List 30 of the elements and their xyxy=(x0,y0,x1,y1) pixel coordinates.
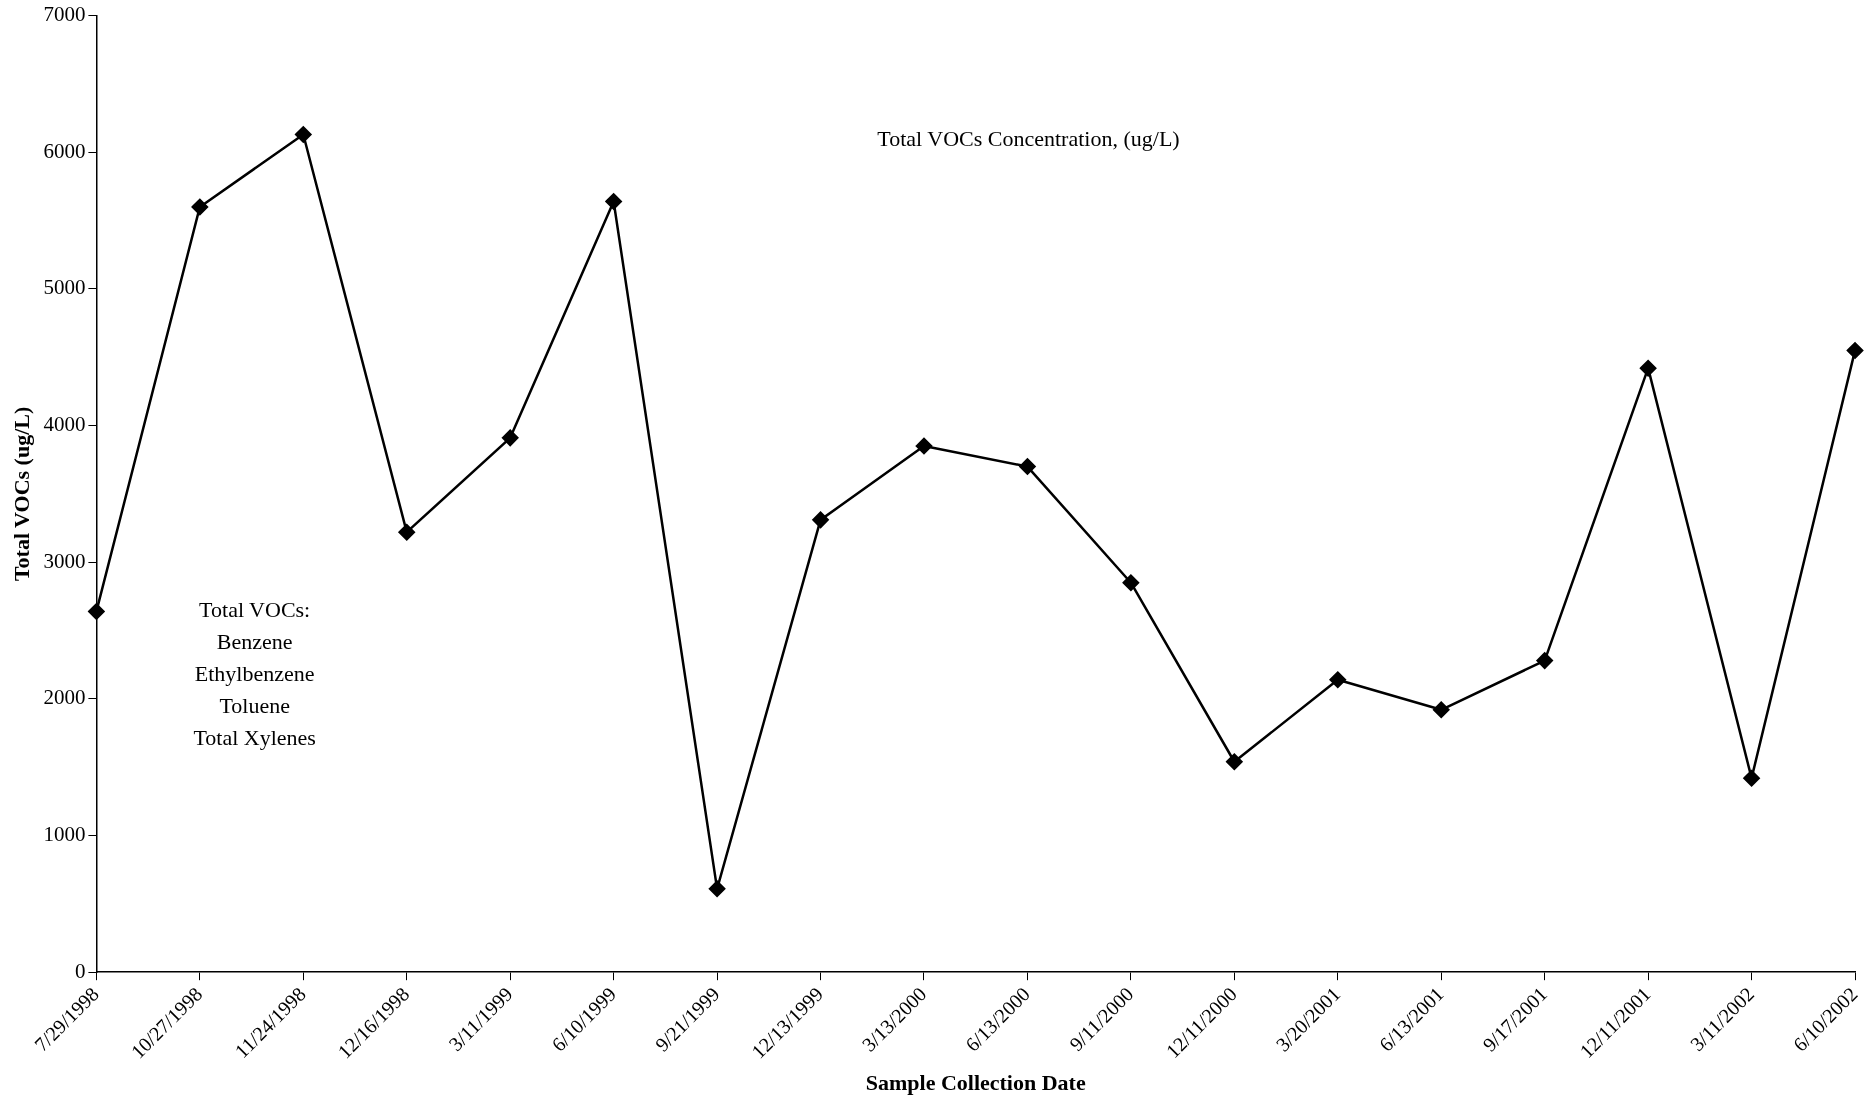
y-tick-label: 1000 xyxy=(43,822,86,847)
point xyxy=(295,126,312,143)
point xyxy=(915,437,933,455)
point xyxy=(1536,652,1553,669)
point xyxy=(1019,458,1036,475)
point xyxy=(812,511,829,529)
y-tick-label: 2000 xyxy=(43,685,86,710)
point xyxy=(398,523,415,541)
point xyxy=(501,429,519,447)
point xyxy=(1329,671,1347,689)
point xyxy=(88,603,105,620)
y-tick-label: 6000 xyxy=(43,138,86,163)
y-tick-label: 4000 xyxy=(43,412,86,437)
annotation: Total VOCs Concentration, (ug/L) xyxy=(877,125,1180,151)
y-tick-label: 5000 xyxy=(43,275,86,300)
point xyxy=(1432,701,1450,719)
point xyxy=(708,880,726,898)
y-axis-title: Total VOCs (ug/L) xyxy=(8,406,34,582)
annotation: Total VOCs: Benzene Ethylbenzene Toluene Total Xylenes xyxy=(193,597,316,751)
y-tick-label: 3000 xyxy=(43,548,86,573)
point xyxy=(191,198,209,216)
point xyxy=(1846,342,1864,359)
point xyxy=(1743,769,1760,787)
point xyxy=(1639,359,1657,377)
point xyxy=(605,193,622,210)
point xyxy=(1122,574,1140,591)
y-tick-label: 0 xyxy=(74,958,86,983)
y-tick-label: 7000 xyxy=(43,2,86,27)
point xyxy=(1226,753,1243,770)
x-axis-title: Sample Collection Date xyxy=(865,1070,1086,1096)
